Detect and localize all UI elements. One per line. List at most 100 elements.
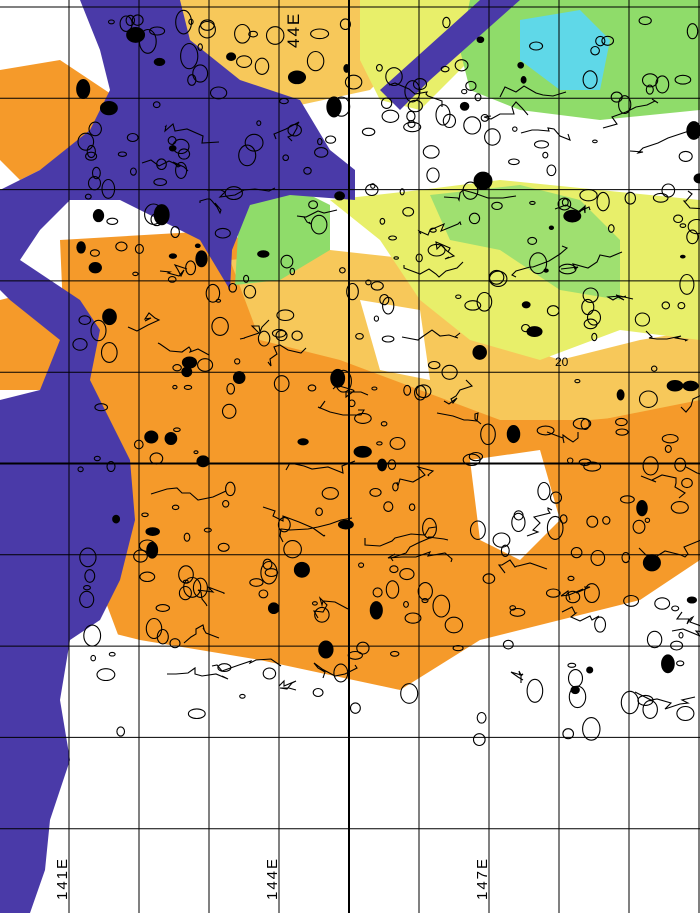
contour — [337, 519, 354, 530]
contour — [76, 78, 91, 100]
contour — [527, 236, 538, 245]
contour — [339, 267, 346, 274]
contour — [396, 466, 435, 489]
contour — [432, 594, 451, 618]
contour — [238, 144, 257, 167]
contour — [173, 427, 181, 433]
contour — [682, 380, 699, 392]
contour — [197, 43, 203, 51]
contour — [529, 252, 548, 275]
contour — [217, 542, 230, 552]
contour — [303, 166, 312, 175]
contour — [572, 417, 592, 430]
contour — [673, 214, 684, 224]
contour — [198, 20, 216, 39]
contour — [468, 212, 481, 225]
contour — [168, 253, 178, 259]
contour — [380, 421, 388, 427]
contour — [435, 241, 456, 260]
contour — [417, 220, 462, 236]
contour — [171, 504, 180, 511]
contour — [461, 88, 468, 95]
contour — [520, 127, 571, 141]
contour — [483, 101, 529, 120]
no-data-south — [60, 620, 700, 913]
contour — [325, 135, 337, 144]
contour — [560, 586, 591, 601]
contour — [403, 261, 464, 278]
contour — [127, 312, 161, 332]
contour — [116, 726, 126, 737]
contour — [606, 294, 634, 301]
contour — [88, 262, 102, 274]
contour — [533, 140, 550, 149]
contour — [256, 120, 262, 126]
contour — [258, 589, 269, 599]
contour — [91, 166, 101, 180]
contour — [222, 499, 230, 508]
contour — [595, 35, 606, 47]
contour — [491, 201, 503, 211]
contour — [90, 319, 107, 342]
contour — [283, 540, 302, 559]
contour — [99, 100, 118, 116]
contour — [590, 45, 600, 56]
contour — [511, 512, 526, 533]
contour — [293, 561, 310, 578]
contour — [131, 14, 144, 26]
contour — [621, 552, 631, 564]
contour — [476, 36, 485, 44]
contour — [157, 342, 210, 356]
contour — [364, 526, 437, 547]
contour — [509, 607, 526, 617]
contour — [586, 515, 599, 528]
contour — [125, 14, 136, 27]
contour — [664, 444, 672, 453]
contour — [497, 559, 548, 574]
contour — [94, 403, 109, 412]
contour — [349, 702, 361, 714]
contour — [464, 300, 482, 311]
contour — [546, 164, 557, 177]
contour — [207, 187, 276, 198]
contour — [169, 638, 181, 649]
contour — [454, 59, 469, 72]
contour — [586, 309, 602, 326]
contour — [661, 183, 676, 198]
contour — [314, 606, 330, 623]
contour — [187, 74, 197, 86]
contour — [100, 342, 118, 363]
contour — [318, 640, 334, 659]
contour — [196, 455, 210, 468]
contour — [175, 9, 193, 35]
contour — [92, 209, 105, 223]
contour — [443, 379, 474, 405]
contour — [510, 670, 524, 683]
contour — [676, 660, 685, 667]
contour — [435, 104, 451, 126]
contour — [211, 658, 282, 672]
contour — [180, 42, 199, 70]
contour — [96, 668, 116, 682]
contour — [563, 209, 582, 223]
contour — [267, 602, 280, 615]
contour — [557, 197, 572, 211]
contour — [85, 151, 98, 161]
contour — [385, 67, 403, 87]
contour — [145, 617, 163, 640]
contour — [277, 517, 291, 533]
contour — [624, 191, 637, 205]
contour — [181, 356, 198, 369]
contour — [326, 96, 342, 118]
contour — [182, 579, 189, 584]
contour — [88, 121, 102, 137]
contour — [354, 412, 372, 424]
contour — [170, 225, 180, 239]
contour — [463, 116, 482, 135]
contour — [365, 279, 372, 286]
contour — [346, 282, 359, 301]
contour — [126, 132, 139, 143]
contour — [414, 385, 427, 401]
contour — [126, 26, 146, 43]
contour — [387, 459, 397, 470]
